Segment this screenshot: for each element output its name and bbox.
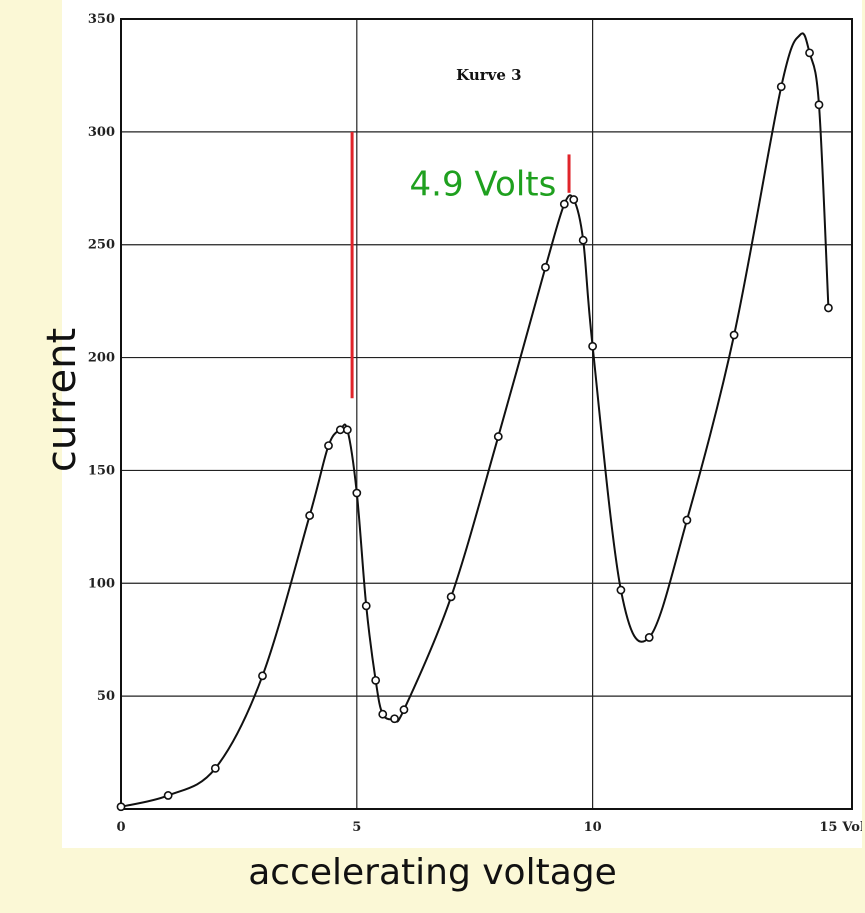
data-point	[616, 585, 626, 595]
data-point	[335, 425, 345, 435]
plot-frame	[120, 18, 853, 810]
data-point	[210, 763, 220, 773]
data-point	[361, 601, 371, 611]
data-point	[578, 235, 588, 245]
data-point	[258, 671, 267, 681]
y-tick-label: 50	[97, 689, 115, 704]
data-point	[446, 592, 456, 602]
data-point	[824, 303, 833, 313]
data-point	[805, 48, 814, 58]
x-tick-label: 10	[584, 820, 602, 835]
y-tick-label: 100	[88, 576, 115, 591]
y-axis-label-box: current	[22, 300, 102, 500]
data-point	[352, 488, 362, 498]
data-point	[371, 675, 381, 685]
data-point	[559, 199, 569, 209]
data-point	[588, 341, 598, 351]
data-point	[729, 330, 739, 340]
chart-title: Kurve 3	[456, 66, 521, 84]
data-point	[682, 515, 692, 525]
data-point	[569, 195, 579, 204]
data-point	[305, 511, 315, 520]
data-point	[163, 791, 173, 800]
data-curve	[120, 32, 830, 808]
x-axis-label: accelerating voltage	[248, 852, 617, 893]
y-tick-label: 250	[88, 238, 115, 253]
x-tick-label: 5	[352, 820, 361, 835]
x-unit-label: Volt	[841, 820, 862, 835]
data-point	[342, 425, 352, 435]
data-point	[493, 432, 503, 441]
y-tick-label: 150	[88, 463, 115, 478]
y-tick-label: 300	[88, 125, 115, 140]
annotation-label: 4.9 Volts	[410, 165, 557, 205]
data-point	[378, 709, 388, 719]
data-point	[390, 714, 399, 724]
x-tick-label: 15	[819, 820, 837, 835]
data-point	[776, 82, 786, 92]
data-point	[116, 802, 126, 812]
data-point	[541, 262, 550, 272]
data-point	[324, 441, 333, 450]
plot-panel: 50 100 150 200 250 300 350 0 5 10 15 Volt Kurve 3 4.9…	[62, 0, 862, 848]
y-tick-label: 350	[88, 12, 115, 27]
x-tick-label: 0	[116, 820, 125, 835]
data-point	[644, 633, 654, 642]
data-point	[399, 705, 409, 715]
y-tick-label: 200	[88, 351, 115, 366]
y-axis-label: current	[39, 327, 86, 473]
data-point	[814, 100, 824, 110]
chart: 50 100 150 200 250 300 350 0 5 10 15 Volt Kurve 3 4.9…	[88, 12, 862, 835]
